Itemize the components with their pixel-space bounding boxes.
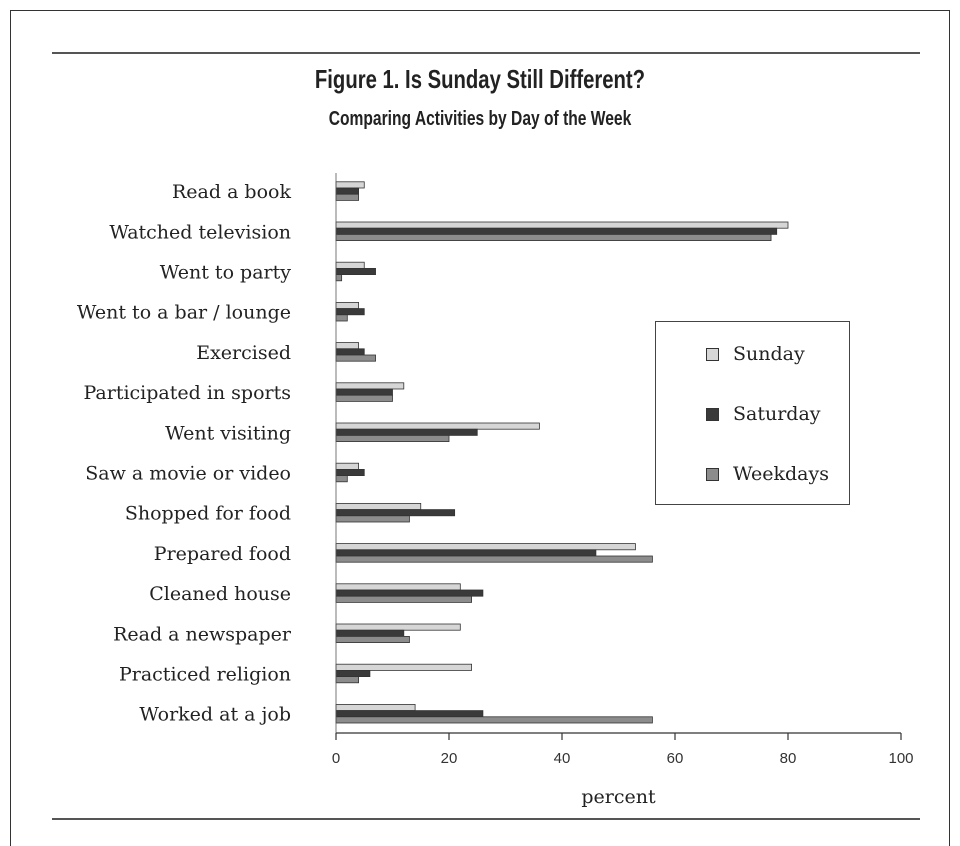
bar-saturday [335, 187, 360, 195]
legend: Sunday Saturday Weekdays [655, 321, 850, 505]
bar-weekdays [335, 676, 360, 684]
chart-title: Figure 1. Is Sunday Still Different? [314, 64, 646, 94]
bar-saturday [335, 670, 371, 678]
bar-weekdays [335, 434, 450, 442]
category-label: Read a newspaper [113, 623, 292, 645]
bar-sunday [335, 704, 416, 712]
category-label: Went visiting [165, 422, 291, 444]
bar-sunday [335, 301, 360, 309]
bar-weekdays [335, 193, 360, 201]
bar-saturday [335, 629, 405, 637]
x-tick-label: 60 [667, 750, 684, 767]
x-tick-label: 0 [332, 750, 340, 767]
x-tick-label: 20 [441, 750, 458, 767]
x-tick-label: 40 [554, 750, 571, 767]
category-label: Went to party [160, 262, 291, 284]
bar-saturday [335, 589, 484, 597]
legend-item-sunday: Sunday [706, 342, 805, 366]
category-label: Exercised [196, 342, 291, 364]
x-axis: 0 20 40 60 80 100 percent [332, 173, 914, 808]
bar-sunday [335, 382, 405, 390]
category-label: Shopped for food [125, 503, 291, 525]
bar-saturday [335, 348, 365, 356]
bar-sunday [335, 462, 360, 470]
legend-swatch [706, 347, 719, 361]
bar-sunday [335, 261, 365, 269]
category-label: Worked at a job [139, 704, 291, 726]
category-label: Went to a bar / lounge [77, 302, 291, 324]
legend-item-saturday: Saturday [706, 402, 821, 426]
bar-weekdays [335, 716, 653, 724]
bar-saturday [335, 388, 393, 396]
bar-saturday [335, 227, 778, 235]
legend-swatch [706, 407, 719, 421]
bar-weekdays [335, 515, 410, 523]
bar-weekdays [335, 475, 348, 483]
bar-sunday [335, 623, 461, 631]
bar-saturday [335, 509, 456, 517]
category-label: Participated in sports [83, 382, 291, 404]
bar-weekdays [335, 314, 348, 322]
category-label: Prepared food [154, 543, 291, 565]
bar-sunday [335, 543, 636, 551]
bar-saturday [335, 308, 365, 316]
x-tick-label: 80 [780, 750, 797, 767]
bar-saturday [335, 549, 597, 557]
top-rule [52, 52, 920, 54]
category-label: Saw a movie or video [85, 463, 291, 485]
bar-sunday [335, 181, 365, 189]
bar-saturday [335, 428, 478, 436]
chart-subtitle: Comparing Activities by Day of the Week [328, 108, 632, 130]
bar-sunday [335, 583, 461, 591]
legend-swatch [706, 467, 719, 481]
bar-saturday [335, 468, 365, 476]
legend-item-weekdays: Weekdays [706, 462, 829, 486]
legend-label: Weekdays [733, 463, 829, 485]
bar-weekdays [335, 636, 410, 644]
category-label: Cleaned house [149, 583, 291, 605]
category-label: Watched television [109, 221, 291, 243]
bar-sunday [335, 502, 422, 510]
bar-sunday [335, 663, 473, 671]
figure-frame [10, 10, 950, 846]
bar-weekdays [335, 274, 343, 282]
bar-sunday [335, 422, 540, 430]
bar-sunday [335, 221, 789, 229]
x-axis-title: percent [581, 786, 656, 808]
bottom-rule [52, 818, 920, 820]
bar-sunday [335, 342, 360, 350]
bar-weekdays [335, 394, 393, 402]
legend-label: Saturday [733, 403, 821, 425]
x-tick-label: 100 [888, 750, 913, 767]
bar-saturday [335, 267, 376, 275]
category-label: Read a book [172, 181, 291, 203]
bars [335, 181, 789, 724]
bar-saturday [335, 710, 484, 718]
bar-weekdays [335, 233, 772, 241]
legend-label: Sunday [733, 343, 805, 365]
category-label: Practiced religion [119, 664, 291, 686]
category-labels: Read a book Watched television Went to par… [77, 181, 292, 726]
bar-weekdays [335, 595, 473, 603]
bar-weekdays [335, 354, 376, 362]
bar-weekdays [335, 555, 653, 563]
